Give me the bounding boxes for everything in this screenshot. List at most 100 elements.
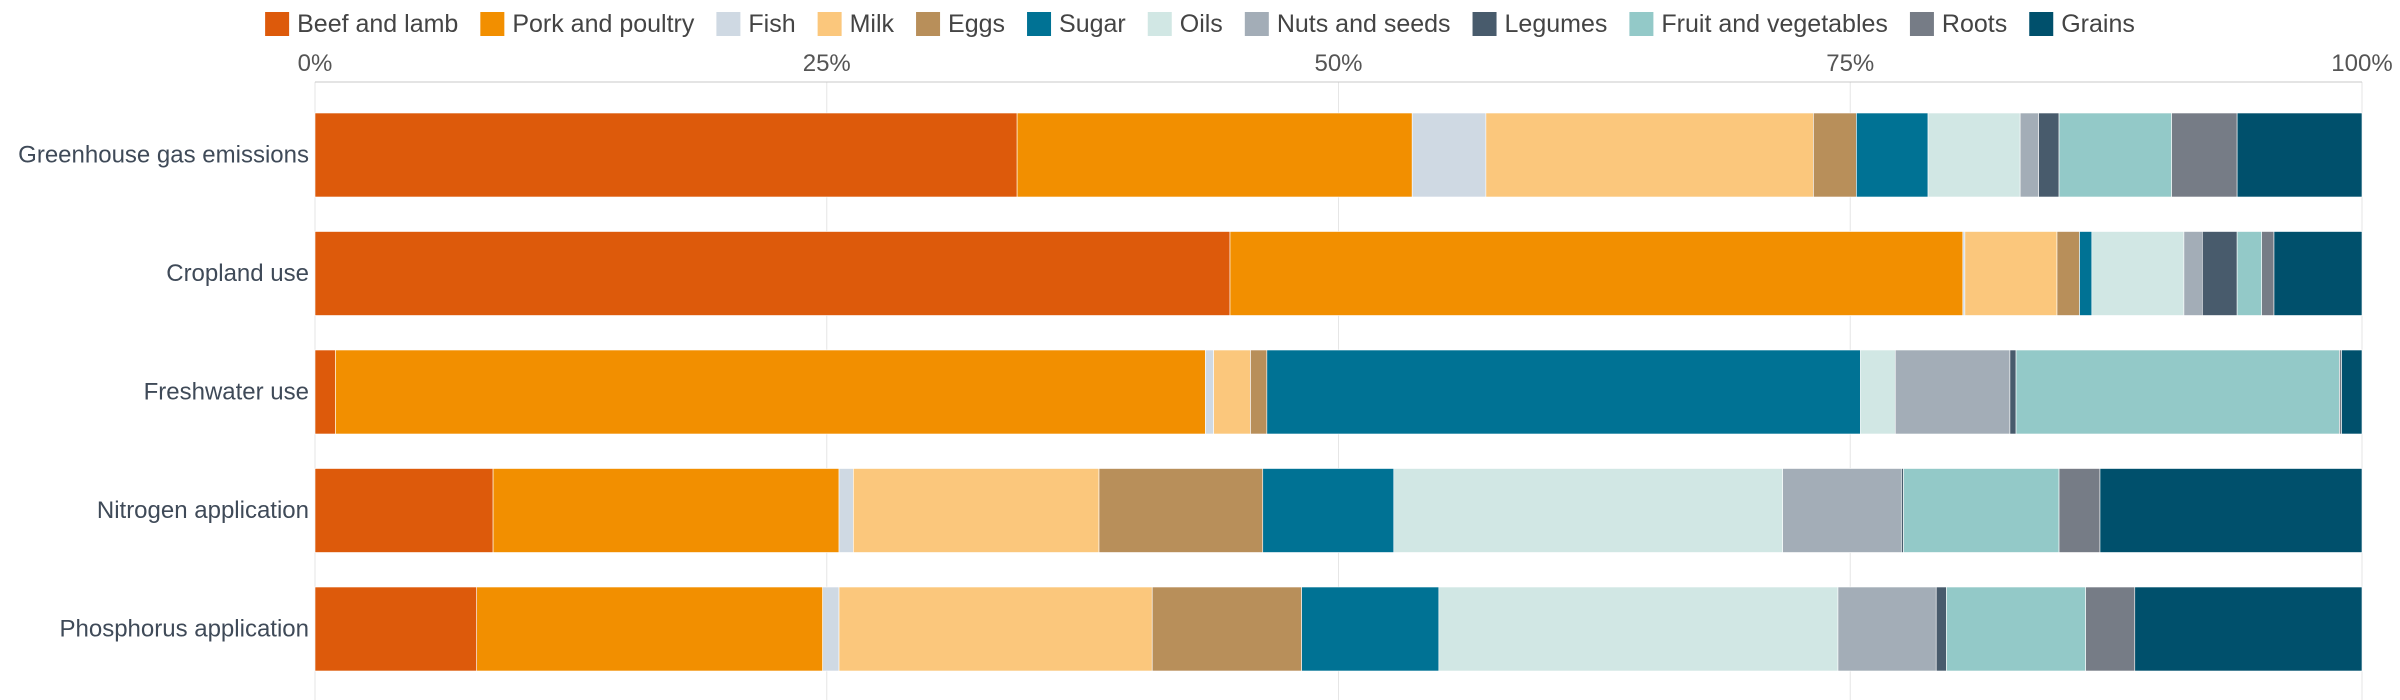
bar-segment-nuts-and-seeds — [2183, 231, 2203, 316]
bar-segment-milk — [838, 586, 1153, 672]
x-tick-label: 50% — [1314, 50, 1362, 77]
bar-segment-pork-and-poultry — [1229, 231, 1964, 316]
bar-segment-nuts-and-seeds — [1837, 586, 1937, 672]
legend-item-pork-and-poultry: Pork and poultry — [480, 10, 695, 38]
legend-item-oils: Oils — [1147, 10, 1223, 38]
bar-segment-pork-and-poultry — [492, 468, 840, 553]
legend-swatch-roots — [1909, 12, 1934, 36]
category-label-nitrogen-application: Nitrogen application — [97, 497, 309, 524]
bar-segment-fruit-and-vegetables — [1946, 586, 2086, 672]
bar-segment-roots — [2058, 468, 2101, 553]
legend-swatch-beef-and-lamb — [265, 12, 290, 36]
bar-segment-sugar — [2079, 231, 2093, 316]
bar-segment-fish — [1411, 112, 1487, 198]
bar-segment-oils — [2091, 231, 2185, 316]
bar-segment-legumes — [1935, 586, 1947, 672]
legend-item-nuts-and-seeds: Nuts and seeds — [1244, 10, 1451, 38]
legend-label-pork-and-poultry: Pork and poultry — [512, 10, 695, 38]
bar-segment-sugar — [1301, 586, 1440, 672]
bar-segment-legumes — [2038, 112, 2060, 198]
bar-segment-grains — [2341, 349, 2363, 435]
bar-segment-eggs — [1098, 468, 1264, 553]
bar-segment-roots — [2171, 112, 2238, 198]
bar-segment-eggs — [1151, 586, 1302, 672]
bar-segment-beef-and-lamb — [314, 112, 1018, 198]
bar-segment-beef-and-lamb — [314, 586, 478, 672]
bar-segment-milk — [1485, 112, 1814, 198]
bar-segment-nuts-and-seeds — [1894, 349, 2011, 435]
legend-swatch-pork-and-poultry — [480, 12, 505, 36]
legend-item-legumes: Legumes — [1472, 10, 1608, 38]
bar-segment-fruit-and-vegetables — [2236, 231, 2262, 316]
bar-segment-legumes — [2009, 349, 2017, 435]
bar-segment-oils — [1393, 468, 1783, 553]
bar-segment-eggs — [2056, 231, 2080, 316]
legend-item-fish: Fish — [716, 10, 796, 38]
x-axis: 0% 25% 50% 75% 100% — [298, 50, 2393, 83]
bar-row-cropland-use — [314, 231, 2363, 316]
legend-swatch-legumes — [1472, 12, 1497, 36]
bar-segment-fish — [1205, 349, 1214, 435]
bar-segment-fish — [838, 468, 854, 553]
bar-segment-milk — [1964, 231, 2058, 316]
legend-label-legumes: Legumes — [1505, 10, 1608, 38]
legend-swatch-sugar — [1027, 12, 1052, 36]
bar-segment-pork-and-poultry — [476, 586, 823, 672]
bar-segment-eggs — [1250, 349, 1268, 435]
bars — [314, 112, 2363, 672]
legend-swatch-fruit-and-vegetables — [1629, 12, 1654, 36]
bar-segment-oils — [1927, 112, 2021, 198]
legend-swatch-milk — [817, 12, 842, 36]
bar-segment-fruit-and-vegetables — [1903, 468, 2060, 553]
bar-segment-eggs — [1813, 112, 1857, 198]
legend-item-beef-and-lamb: Beef and lamb — [265, 10, 458, 38]
category-label-greenhouse-gas-emissions: Greenhouse gas emissions — [18, 142, 309, 169]
category-label-freshwater-use: Freshwater use — [144, 379, 309, 406]
bar-segment-pork-and-poultry — [1016, 112, 1413, 198]
bar-segment-sugar — [1262, 468, 1395, 553]
bar-segment-pork-and-poultry — [335, 349, 1206, 435]
legend-item-milk: Milk — [817, 10, 895, 38]
bar-segment-fish — [822, 586, 840, 672]
legend-label-fish: Fish — [748, 10, 795, 38]
x-tick-label: 25% — [803, 50, 851, 77]
legend-item-grains: Grains — [2029, 10, 2135, 38]
bar-segment-grains — [2134, 586, 2363, 672]
bar-segment-roots — [2261, 231, 2275, 316]
bar-segment-grains — [2273, 231, 2363, 316]
category-label-cropland-use: Cropland use — [166, 260, 309, 287]
legend-swatch-fish — [716, 12, 741, 36]
bar-segment-oils — [1438, 586, 1839, 672]
x-tick-label: 75% — [1826, 50, 1874, 77]
bar-row-greenhouse-gas-emissions — [314, 112, 2363, 198]
bar-segment-nuts-and-seeds — [1782, 468, 1902, 553]
bar-segment-roots — [2085, 586, 2136, 672]
legend-label-grains: Grains — [2061, 10, 2135, 38]
bar-segment-grains — [2099, 468, 2363, 553]
legend-swatch-eggs — [916, 12, 941, 36]
bar-segment-fruit-and-vegetables — [2058, 112, 2172, 198]
y-axis: Greenhouse gas emissions Cropland use Fres… — [18, 142, 309, 643]
bar-segment-oils — [1860, 349, 1896, 435]
legend-label-beef-and-lamb: Beef and lamb — [297, 10, 458, 38]
bar-row-nitrogen-application — [314, 468, 2363, 553]
legend-label-roots: Roots — [1942, 10, 2007, 38]
bar-row-freshwater-use — [314, 349, 2363, 435]
bar-segment-grains — [2236, 112, 2363, 198]
bar-row-phosphorus-application — [314, 586, 2363, 672]
bar-segment-beef-and-lamb — [314, 468, 494, 553]
legend-swatch-oils — [1147, 12, 1172, 36]
x-tick-label: 0% — [298, 50, 333, 77]
bar-segment-fruit-and-vegetables — [2015, 349, 2340, 435]
bar-segment-sugar — [1266, 349, 1861, 435]
bar-segment-nuts-and-seeds — [2019, 112, 2039, 198]
legend-item-eggs: Eggs — [916, 10, 1005, 38]
bar-segment-sugar — [1856, 112, 1929, 198]
bar-segment-roots — [2339, 349, 2342, 435]
bar-segment-beef-and-lamb — [314, 231, 1231, 316]
legend-swatch-nuts-and-seeds — [1244, 12, 1269, 36]
legend-item-roots: Roots — [1909, 10, 2007, 38]
legend-item-sugar: Sugar — [1027, 10, 1126, 38]
legend-label-fruit-and-vegetables: Fruit and vegetables — [1661, 10, 1888, 38]
